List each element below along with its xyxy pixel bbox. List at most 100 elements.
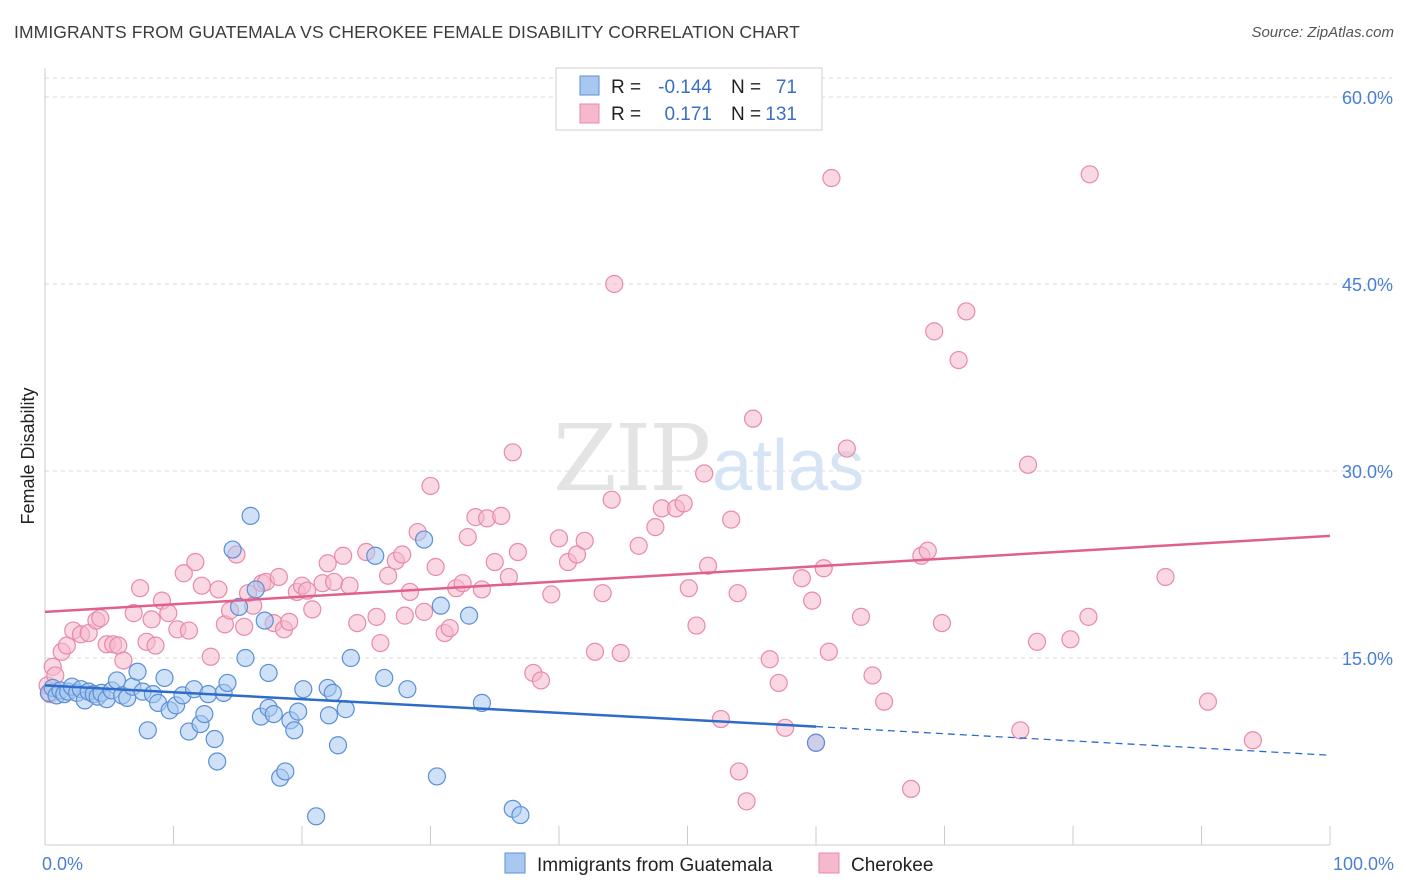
cherokee-point: [875, 692, 894, 711]
guatemala-point: [472, 693, 491, 712]
cherokee-point: [395, 606, 414, 625]
cherokee-point: [674, 494, 693, 513]
y-axis-label: Female Disability: [18, 387, 38, 524]
cherokee-point: [130, 579, 150, 598]
cherokee-point: [280, 612, 299, 631]
guatemala-point: [511, 805, 530, 825]
cherokee-point: [159, 604, 178, 623]
cherokee-point: [201, 647, 220, 666]
guatemala-point: [208, 752, 227, 771]
cherokee-point: [303, 600, 322, 619]
cherokee-point: [698, 556, 718, 575]
watermark: ZIP atlas: [553, 405, 864, 512]
guatemala-point: [366, 546, 385, 565]
guatemala-point: [398, 680, 417, 699]
cherokee-point: [722, 510, 741, 529]
guatemala-point: [276, 762, 295, 781]
cherokee-point: [646, 517, 665, 537]
cherokee-point: [1061, 630, 1080, 649]
guatemala-point: [319, 706, 339, 725]
cherokee-point: [1243, 731, 1263, 750]
cherokee-point: [695, 464, 714, 483]
cherokee-point: [611, 643, 630, 663]
cherokee-point: [458, 527, 477, 547]
cherokee-point: [472, 580, 491, 599]
cherokee-point: [863, 666, 882, 685]
legend-n-value-2: 131: [765, 104, 797, 125]
guatemala-point: [431, 596, 450, 615]
guatemala-point: [155, 668, 174, 688]
cherokee-point: [235, 617, 254, 636]
cherokee-point: [348, 613, 367, 633]
cherokee-point: [949, 350, 968, 370]
cherokee-point: [629, 536, 648, 555]
guatemala-point: [223, 540, 242, 559]
guatemala-point: [285, 721, 304, 740]
cherokee-point: [174, 564, 193, 583]
cherokee-point: [440, 618, 459, 638]
y-tick-label-2: 45.0%: [1342, 275, 1393, 295]
cherokee-point: [837, 439, 856, 458]
legend-r-label-2: R =: [611, 104, 641, 125]
legend-r-label-1: R =: [611, 77, 641, 98]
cherokee-point: [1027, 632, 1047, 651]
cherokee-point: [567, 545, 587, 564]
cherokee-point: [1018, 455, 1038, 474]
cherokee-point: [325, 572, 344, 592]
series-legend: Immigrants from Guatemala Cherokee: [504, 852, 933, 876]
cherokee-point: [769, 673, 788, 693]
cherokee-point: [421, 476, 440, 496]
legend-n-label-1: N =: [731, 77, 761, 98]
cherokee-point: [918, 541, 937, 560]
cherokee-point: [679, 579, 698, 598]
guatemala-point: [205, 729, 224, 749]
cherokee-point: [602, 490, 621, 509]
cherokee-point: [508, 542, 527, 562]
cherokee-point: [743, 409, 763, 428]
legend-r-value-1: -0.144: [658, 77, 712, 98]
cherokee-point: [57, 636, 76, 655]
guatemala-points: [39, 506, 826, 826]
cherokee-point: [851, 607, 871, 626]
cherokee-point: [711, 709, 731, 729]
guatemala-point: [138, 721, 157, 740]
cherokee-point: [542, 585, 561, 604]
cherokee-point: [531, 671, 551, 690]
bottom-legend-swatch-pink: [818, 852, 840, 874]
cherokee-point: [400, 582, 420, 602]
legend-n-value-1: 71: [776, 77, 797, 98]
cherokee-point: [414, 602, 434, 621]
cherokee-point: [729, 762, 749, 781]
guatemala-point: [195, 704, 214, 724]
cherokee-point: [485, 552, 504, 572]
bottom-legend-label-guatemala: Immigrants from Guatemala: [537, 855, 773, 876]
cherokee-point: [585, 642, 605, 661]
chart-source: Source: ZipAtlas.com: [1251, 24, 1394, 41]
cherokee-point: [549, 529, 569, 548]
y-tick-label-0: 15.0%: [1342, 649, 1393, 669]
x-tick-label-100: 100.0%: [1333, 854, 1394, 874]
tick-labels: 15.0% 30.0% 45.0% 60.0% 0.0% 100.0%: [42, 88, 1394, 874]
guatemala-trend-extension: [815, 725, 1331, 756]
cherokee-point: [492, 506, 511, 525]
legend-r-value-2: 0.171: [664, 104, 712, 125]
cherokee-point: [209, 580, 228, 599]
cherokee-point: [1156, 567, 1175, 587]
cherokee-point: [814, 559, 833, 578]
bottom-legend-swatch-blue: [504, 852, 526, 874]
guatemala-point: [128, 662, 147, 681]
guatemala-point: [307, 807, 326, 826]
cherokee-point: [318, 554, 337, 573]
cherokee-point: [803, 591, 822, 610]
guatemala-point: [246, 580, 265, 599]
guatemala-point: [229, 597, 249, 616]
cherokee-point: [269, 567, 288, 587]
guatemala-point: [323, 683, 342, 703]
cherokee-point: [371, 633, 390, 653]
guatemala-point: [255, 611, 274, 630]
guatemala-point: [414, 530, 434, 549]
cherokee-point: [776, 718, 795, 737]
correlation-legend: R = -0.144 N = 71 R = 0.171 N = 131: [555, 67, 823, 131]
cherokee-point: [1011, 721, 1030, 740]
cherokee-point: [822, 168, 841, 188]
